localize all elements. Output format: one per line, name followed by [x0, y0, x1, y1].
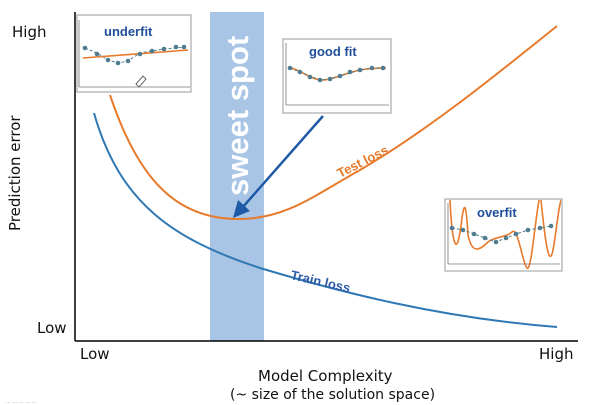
y-axis-title: Prediction error: [6, 115, 24, 231]
y-high-label: High: [12, 23, 46, 41]
sweet-spot-label: sweet spot: [220, 36, 255, 196]
y-low-label: Low: [37, 319, 67, 337]
x-axis-subtitle: (~ size of the solution space): [230, 387, 435, 403]
good-fit-inset: good fit: [283, 39, 391, 113]
train-loss-label: Train loss: [289, 267, 352, 295]
underfit-inset: underfit: [77, 15, 191, 92]
footer-credit: ... ... ... ... ...: [6, 399, 37, 405]
x-low-label: Low: [80, 345, 110, 363]
underfit-title: underfit: [104, 24, 153, 39]
test-loss-label: Test loss: [335, 142, 391, 181]
good-fit-title: good fit: [309, 44, 357, 59]
overfit-inset: overfit: [445, 199, 562, 271]
overfit-title: overfit: [477, 205, 517, 220]
x-high-label: High: [539, 345, 573, 363]
x-axis-title: Model Complexity: [258, 367, 393, 385]
